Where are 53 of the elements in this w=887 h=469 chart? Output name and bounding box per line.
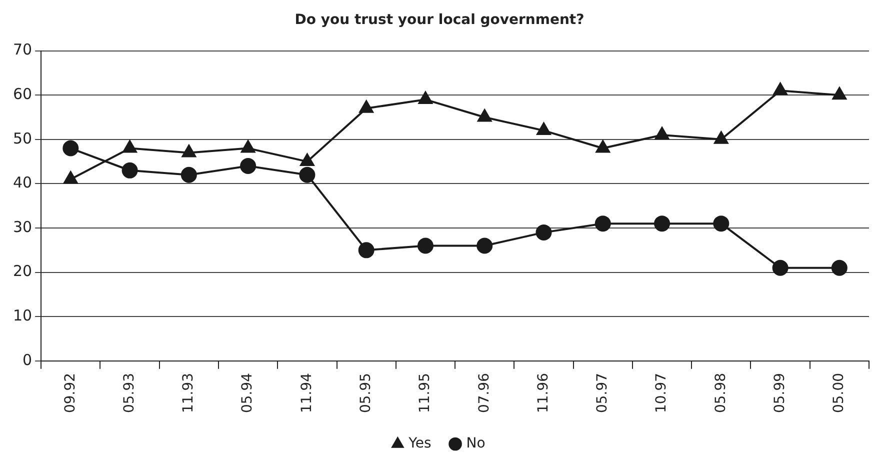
y-tick-label: 0 [22,350,32,369]
point [358,242,374,258]
legend-label: No [466,436,486,452]
chart-title: Do you trust your local government? [294,12,584,28]
point [241,140,256,153]
x-tick-label: 05.94 [240,372,256,414]
x-tick-label: 09.92 [62,372,78,414]
point [713,216,730,232]
point [478,109,492,122]
x-tick-label: 11.94 [298,372,315,414]
point [180,166,197,183]
point [654,216,670,232]
point [182,144,196,158]
point [418,92,433,104]
point [831,260,848,276]
y-tick-label: 30 [12,218,32,236]
point [654,126,670,140]
point [64,171,78,184]
x-tick-label: 05.98 [712,372,729,414]
point [476,238,493,254]
point [832,87,846,100]
y-tick-label: 50 [12,129,32,148]
y-tick-label: 40 [12,174,32,192]
point [536,122,551,136]
y-tick-label: 60 [12,84,32,103]
point [417,238,434,254]
x-tick-label: 05.93 [121,372,138,414]
point [596,140,610,153]
point [594,216,611,232]
x-tick-label: 11.96 [535,372,552,414]
x-tick-label: 11.93 [180,372,197,414]
point [240,158,256,174]
y-tick-label: 70 [12,40,32,59]
x-tick-label: 05.95 [358,372,374,414]
point [62,140,79,156]
x-tick-label: 05.99 [772,372,788,414]
y-tick-label: 10 [12,306,32,325]
point [772,260,788,276]
point [714,131,728,144]
point [773,82,788,96]
x-tick-label: 11.95 [417,372,434,414]
legend-label: Yes [408,436,432,452]
point [536,224,552,240]
point [359,100,374,113]
x-tick-label: 10.97 [654,372,670,414]
point [122,162,138,178]
x-tick-label: 07.96 [476,372,492,414]
x-tick-label: 05.00 [831,372,848,414]
x-tick-label: 05.97 [594,372,611,414]
y-tick-label: 20 [12,262,32,280]
point [299,166,316,183]
point [300,154,314,166]
point [122,140,137,153]
